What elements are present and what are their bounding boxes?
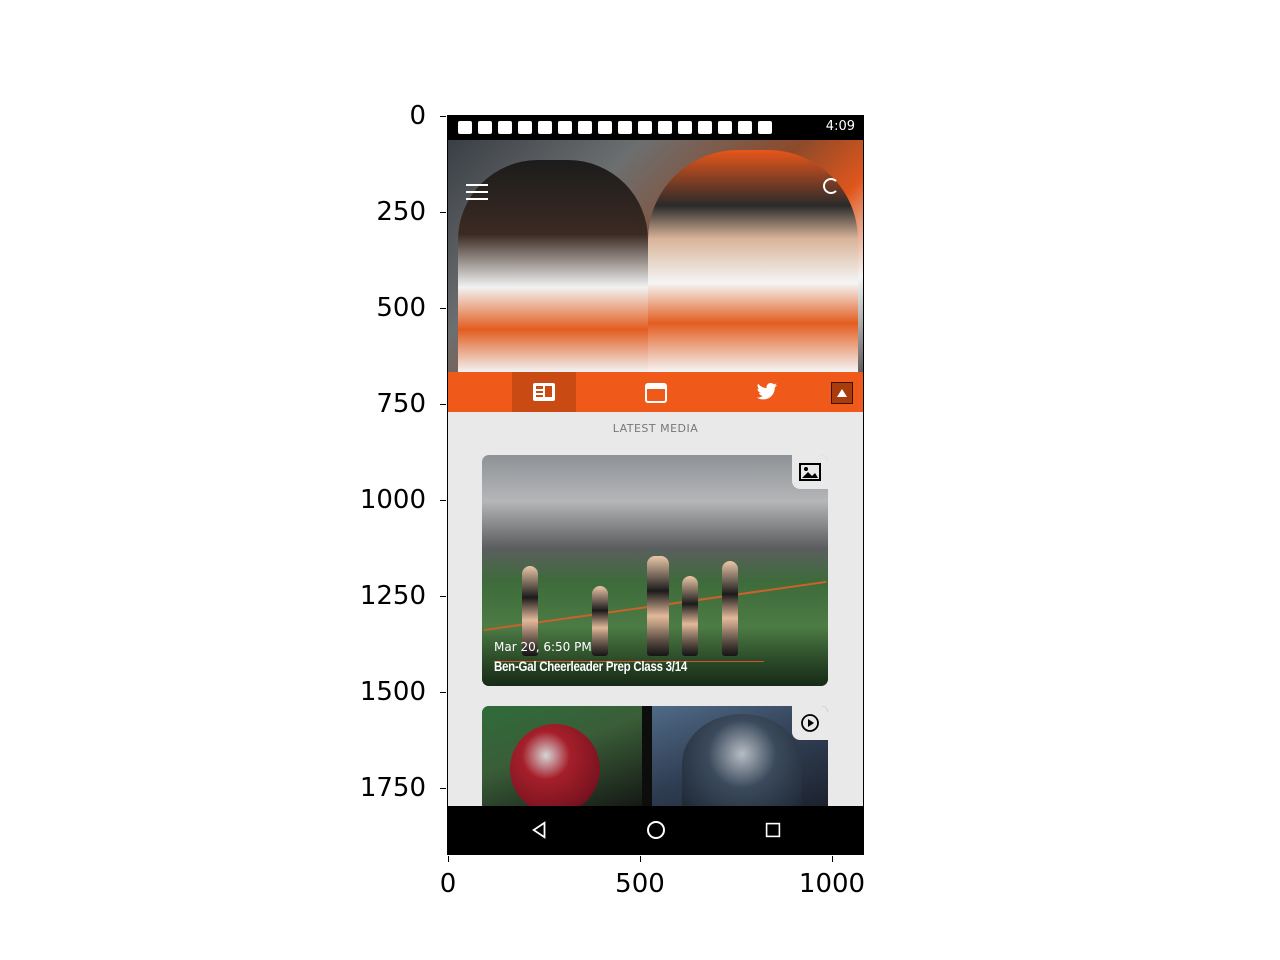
y-tick [440,788,446,789]
y-tick-label: 1750 [359,773,426,803]
y-tick [440,212,446,213]
card-accent-line [494,661,764,662]
message-icon [458,121,472,134]
y-tick [440,308,446,309]
hero-player-left [458,160,648,372]
phone-screen: 4:09 [447,115,864,855]
y-tick-label: 1000 [359,485,426,515]
y-tick [440,404,446,405]
x-tick [448,856,449,862]
facebook-icon [598,121,612,134]
image-icon [799,463,821,481]
tab-twitter[interactable] [735,372,799,412]
y-tick [440,500,446,501]
navigation-bar [448,806,863,854]
card-title: Ben-Gal Cheerleader Prep Class 3/14 [494,658,688,674]
wrench-icon [538,121,552,134]
app-icon [618,121,632,134]
media-feed: LATEST MEDIA Mar 20, 6:50 PM Ben-Gal Che… [448,412,863,806]
triangle-up-icon [837,389,847,397]
wifi-icon [718,121,732,134]
y-tick-label: 250 [376,197,426,227]
alarm-icon [698,121,712,134]
hero-image [448,140,863,372]
y-tick [440,116,446,117]
y-tick-label: 1250 [359,581,426,611]
hamburger-menu-icon[interactable] [466,184,488,200]
y-tick-label: 1500 [359,677,426,707]
timer-icon [518,121,532,134]
card-type-badge [792,455,828,489]
section-title: LATEST MEDIA [612,422,699,435]
collapse-icon[interactable] [831,382,853,404]
play-icon [801,714,819,732]
calendar-icon [645,383,667,403]
x-tick-label: 0 [439,869,457,899]
card-date: Mar 20, 6:50 PM [494,640,592,654]
battery-icon [758,121,772,134]
media-card[interactable]: Mar 20, 6:50 PM Ben-Gal Cheerleader Prep… [482,455,828,686]
signal-icon [738,121,752,134]
screenshot-figure: 0 250 500 750 1000 1250 1500 1750 0 500 … [360,103,865,899]
news-icon [533,383,555,401]
bluetooth-icon [678,121,692,134]
helmet-right [682,714,802,806]
smiley-icon [658,121,672,134]
y-tick-label: 0 [409,101,426,131]
refresh-icon[interactable] [823,178,839,194]
x-tick [640,856,641,862]
status-time: 4:09 [825,119,855,134]
facebook-icon [578,121,592,134]
media-card[interactable] [482,706,828,806]
app-icon [638,121,652,134]
tab-bar [448,372,863,419]
y-tick-label: 750 [376,389,426,419]
notification-icons [458,121,772,134]
x-tick-label: 1000 [798,869,866,899]
x-tick [832,856,833,862]
back-icon[interactable] [528,818,552,842]
y-tick-label: 500 [376,293,426,323]
status-bar: 4:09 [448,116,863,140]
twitter-icon [756,383,777,400]
facebook-icon [478,121,492,134]
smiley-icon [558,121,572,134]
helmet-left [510,724,600,806]
x-tick-label: 500 [615,869,665,899]
recents-icon[interactable] [761,818,785,842]
tab-news[interactable] [512,372,576,419]
y-tick [440,692,446,693]
facebook-icon [498,121,512,134]
home-icon[interactable] [644,818,668,842]
card-divider [642,706,652,806]
tab-calendar[interactable] [624,372,688,412]
y-tick [440,596,446,597]
card-overlay [482,626,828,686]
card-type-badge [792,706,828,740]
